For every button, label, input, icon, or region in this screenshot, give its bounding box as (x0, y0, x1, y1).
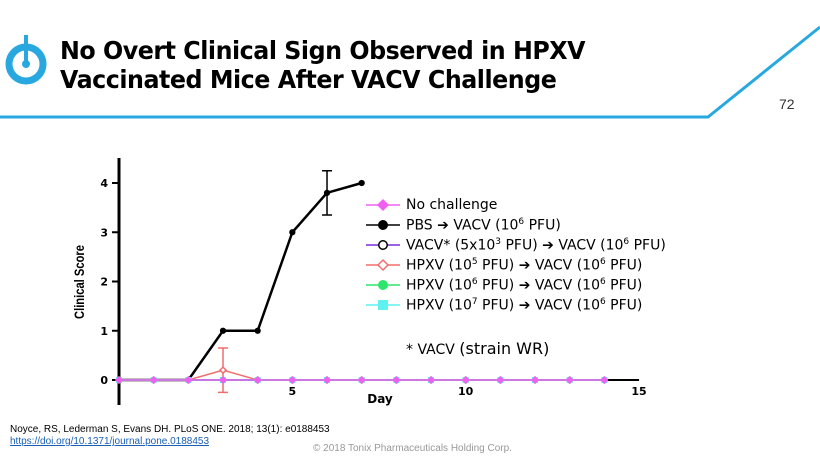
legend-text: HPXV (10 (406, 297, 472, 314)
data-point (426, 375, 436, 385)
legend-item: HPXV (107 PFU) ➔ VACV (106 PFU) (366, 295, 666, 315)
legend-marker-icon (366, 258, 400, 272)
y-tick-label: 4 (100, 177, 108, 190)
data-point (289, 229, 296, 236)
series-0 (115, 169, 365, 384)
data-point (184, 375, 193, 385)
data-point (322, 375, 332, 385)
legend-text: PBS ➔ VACV (10 (406, 217, 519, 234)
legend-text: PFU) (605, 297, 643, 314)
series-5 (114, 375, 609, 385)
series-line (119, 181, 363, 382)
data-point (219, 327, 227, 334)
legend-label: VACV* (5x103 PFU) ➔ VACV (106 PFU) (406, 237, 666, 254)
legend-marker-icon (366, 198, 400, 212)
title-line-2: Vaccinated Mice After VACV Challenge (60, 65, 557, 94)
legend-note: * VACV (strain WR) (406, 339, 666, 358)
legend-text: VACV* (5x10 (406, 237, 496, 254)
header-graphics (0, 25, 820, 119)
data-point (114, 375, 124, 385)
legend-label: HPXV (105 PFU) ➔ VACV (106 PFU) (406, 257, 642, 274)
note-prefix: * VACV (406, 342, 460, 358)
legend-text: PFU) (524, 217, 561, 234)
title-line-1: No Overt Clinical Sign Observed in HPXV (60, 36, 586, 65)
data-point (392, 375, 401, 385)
legend-item: No challenge (366, 195, 666, 215)
y-tick-label: 2 (100, 276, 108, 289)
data-point (357, 375, 366, 385)
legend-superscript: 6 (600, 276, 606, 287)
legend-marker-icon (366, 220, 400, 230)
legend-label: HPXV (106 PFU) ➔ VACV (106 PFU) (406, 277, 642, 294)
legend-marker-icon (366, 300, 400, 310)
legend-label: No challenge (406, 197, 497, 213)
data-point (496, 375, 505, 385)
chart-legend: No challenge PBS ➔ VACV (106 PFU) VACV* (5… (366, 195, 666, 358)
data-point (530, 375, 540, 385)
slide-title: No Overt Clinical Sign Observed in HPXV … (60, 36, 586, 94)
data-point (254, 327, 261, 334)
legend-superscript: 6 (600, 296, 606, 307)
legend-superscript: 5 (471, 256, 478, 267)
legend-text: PFU) ➔ VACV (10 (477, 277, 600, 294)
legend-superscript: 6 (600, 256, 606, 267)
y-tick-label: 0 (100, 374, 108, 387)
legend-superscript: 7 (471, 296, 478, 307)
citation-text: Noyce, RS, Lederman S, Evans DH. PLoS ON… (10, 424, 330, 435)
data-point (358, 179, 365, 187)
y-tick-label: 3 (100, 226, 108, 239)
legend-text: PFU) (629, 237, 666, 254)
legend-item: PBS ➔ VACV (106 PFU) (366, 215, 666, 235)
legend-text: HPXV (10 (406, 277, 472, 294)
data-point (288, 375, 297, 385)
legend-superscript: 6 (518, 216, 525, 227)
x-tick-label: 5 (289, 385, 297, 398)
data-point (565, 375, 574, 385)
legend-text: PFU) ➔ VACV (10 (477, 257, 600, 274)
legend-superscript: 6 (623, 236, 630, 247)
citation-link[interactable]: https://doi.org/10.1371/journal.pone.018… (10, 436, 210, 447)
power-logo-icon (5, 35, 47, 85)
legend-text: PFU) (605, 257, 643, 274)
y-axis-label: Clinical Score (72, 245, 87, 319)
citation: Noyce, RS, Lederman S, Evans DH. PLoS ON… (10, 424, 330, 448)
note-text: (strain WR) (459, 339, 550, 358)
data-point (323, 189, 331, 196)
legend-superscript: 6 (471, 276, 478, 287)
data-point (149, 375, 158, 385)
legend-text: PFU) (605, 277, 643, 294)
data-point (218, 366, 228, 375)
legend-item: HPXV (106 PFU) ➔ VACV (106 PFU) (366, 275, 666, 295)
x-tick-label: 10 (458, 385, 474, 398)
legend-text: HPXV (10 (406, 257, 472, 274)
data-point (218, 375, 228, 385)
legend-marker-icon (366, 240, 400, 250)
data-point (600, 375, 609, 385)
legend-superscript: 3 (495, 236, 502, 247)
data-point (253, 375, 262, 385)
legend-label: HPXV (107 PFU) ➔ VACV (106 PFU) (406, 297, 642, 314)
x-tick-label: 15 (631, 385, 646, 398)
x-axis-label: Day (367, 392, 393, 406)
legend-text: No challenge (406, 197, 498, 213)
y-tick-label: 1 (100, 325, 108, 338)
legend-marker-icon (366, 280, 400, 290)
page-number: 72 (779, 96, 795, 112)
data-point (461, 375, 470, 385)
copyright: © 2018 Tonix Pharmaceuticals Holding Cor… (313, 443, 512, 454)
legend-text: PFU) ➔ VACV (10 (501, 237, 624, 254)
legend-text: PFU) ➔ VACV (10 (477, 297, 600, 314)
legend-label: PBS ➔ VACV (106 PFU) (406, 217, 561, 234)
legend-item: HPXV (105 PFU) ➔ VACV (106 PFU) (366, 255, 666, 275)
legend-item: VACV* (5x103 PFU) ➔ VACV (106 PFU) (366, 235, 666, 255)
